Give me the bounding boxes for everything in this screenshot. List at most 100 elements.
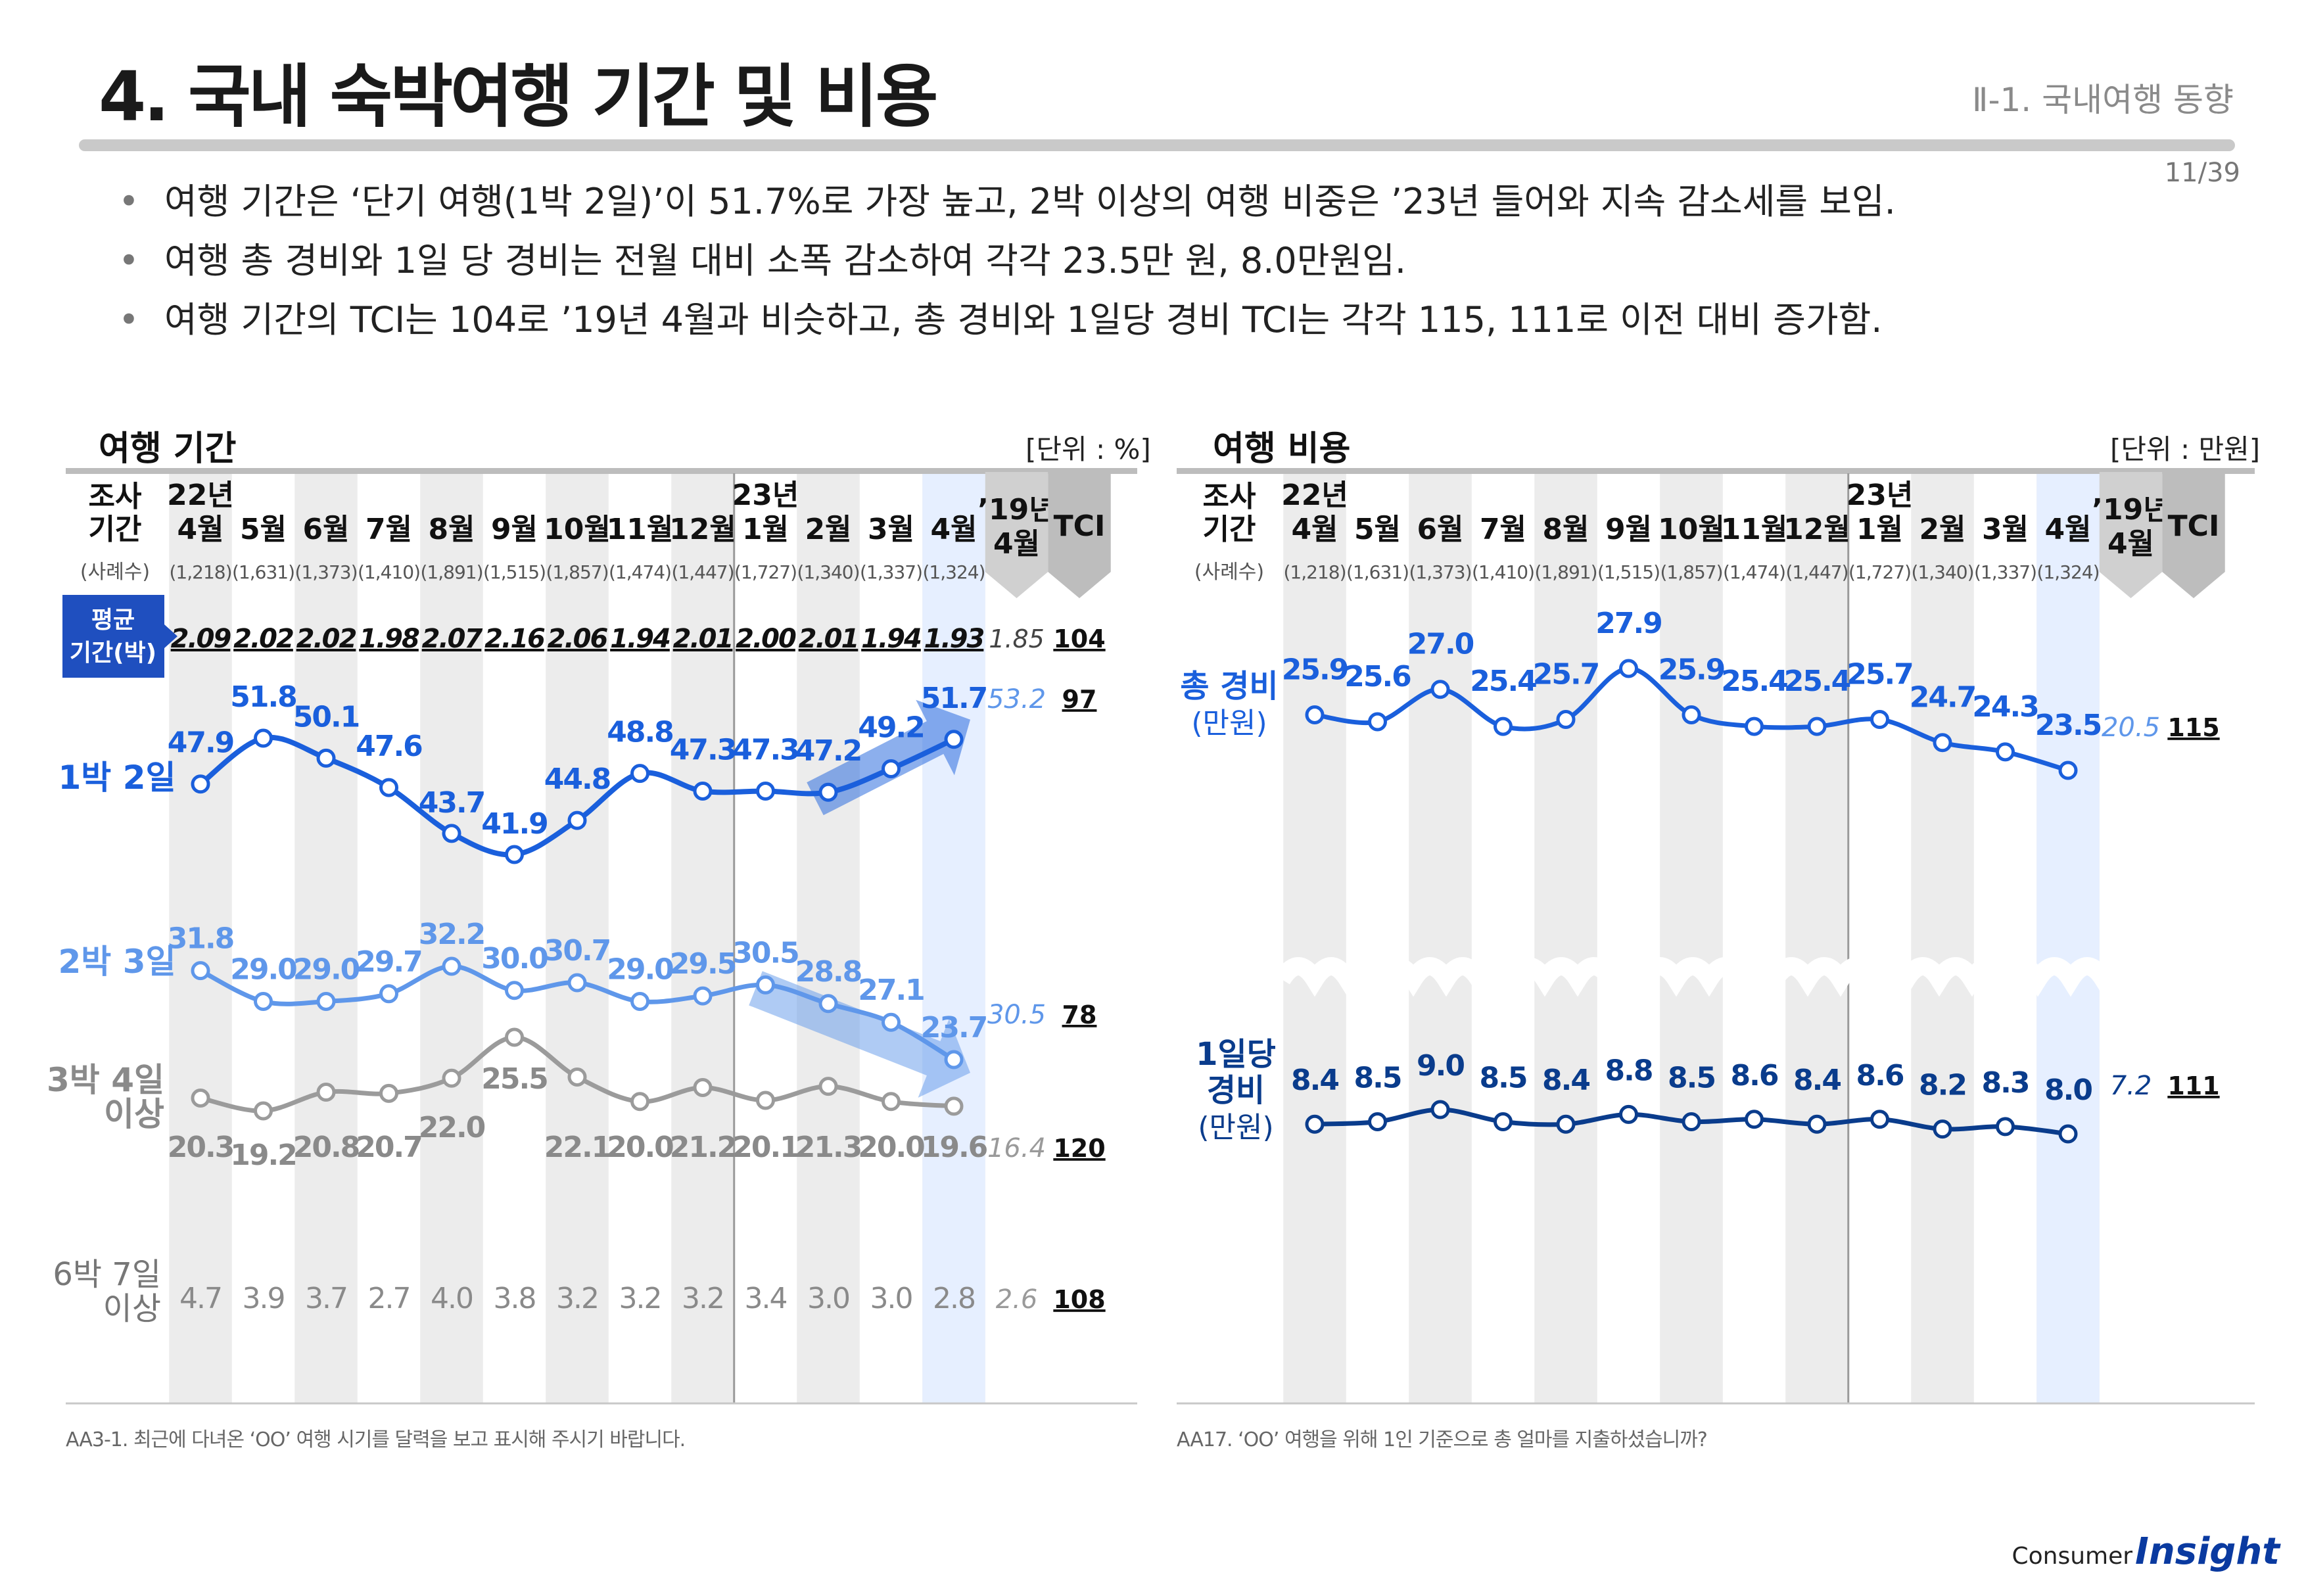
right-sample-size: (1,474): [1723, 561, 1785, 583]
s3bak-point: [944, 1096, 964, 1116]
right-month-label: 9월: [1605, 513, 1652, 546]
s3bak-series-label: 3박 4일: [47, 1061, 164, 1099]
s1bak-value-label: 47.3: [670, 733, 736, 766]
daily-cost-point: [1807, 1114, 1827, 1134]
right-month-label: 11월: [1721, 513, 1788, 546]
total-cost-value-label: 25.9: [1282, 653, 1348, 686]
right-sample-size: (1,218): [1283, 561, 1346, 583]
left-sample-size: (1,340): [797, 561, 859, 583]
left-sample-size: (1,410): [358, 561, 420, 583]
s2bak-value-label: 30.0: [481, 942, 548, 975]
bullet-item: 여행 총 경비와 1일 당 경비는 전월 대비 소폭 감소하여 각각 23.5만…: [118, 231, 1896, 291]
right-sample-size: (1,373): [1409, 561, 1471, 583]
total-cost-point: [1619, 659, 1638, 678]
right-compare-header: 4월: [2107, 527, 2154, 561]
avg-value: 2.02: [296, 624, 356, 654]
summary-bullets: 여행 기간은 ‘단기 여행(1박 2일)’이 51.7%로 가장 높고, 2박 …: [118, 172, 1896, 350]
daily-cost-value-label: 8.0: [2044, 1073, 2092, 1107]
total-cost-series-label: 총 경비: [1180, 668, 1278, 705]
avg-label-pointer: [164, 624, 177, 648]
daily-cost-series-label: 1일당: [1196, 1036, 1276, 1073]
avg-value: 2.02: [233, 624, 293, 654]
s1bak-point: [567, 810, 587, 830]
avg-value: 1.94: [861, 624, 921, 654]
total-cost-point: [1556, 710, 1576, 729]
avg-value: 2.01: [799, 624, 859, 654]
daily-cost-value-label: 8.3: [1982, 1066, 2029, 1100]
daily-cost-series-label: (만원): [1198, 1111, 1273, 1144]
avg-value: 1.98: [359, 624, 419, 654]
avg-compare-value: 1.85: [989, 624, 1045, 653]
s3bak-point: [442, 1068, 461, 1088]
right-sample-size: (1,324): [2036, 561, 2099, 583]
right-month-label: 12월: [1783, 513, 1850, 546]
left-column-stripe: [797, 473, 860, 1403]
left-sample-size: (1,891): [420, 561, 482, 583]
right-sample-size: (1,447): [1785, 561, 1848, 583]
s2bak-value-label: 29.0: [293, 952, 360, 986]
s1bak-point: [505, 845, 524, 864]
total-cost-point: [2058, 761, 2078, 780]
daily-cost-point: [1996, 1117, 2015, 1137]
title-divider: [79, 139, 2235, 151]
left-column-stripe: [294, 473, 358, 1403]
left-header-rule: [66, 468, 1137, 474]
s1bak-point: [379, 778, 398, 797]
left-sample-size: (1,727): [734, 561, 797, 583]
daily-cost-value-label: 8.4: [1542, 1064, 1589, 1097]
s6bak-value: 3.4: [745, 1282, 787, 1315]
left-month-label: 5월: [240, 513, 287, 546]
right-month-label: 4월: [1291, 513, 1338, 546]
s1bak-point: [693, 781, 713, 801]
bullet-item: 여행 기간은 ‘단기 여행(1박 2일)’이 51.7%로 가장 높고, 2박 …: [118, 172, 1896, 231]
s2bak-tci: 78: [1062, 1000, 1097, 1029]
s6bak-value: 3.8: [494, 1282, 536, 1315]
right-month-label: 5월: [1354, 513, 1401, 546]
s1bak-tci: 97: [1062, 685, 1097, 714]
avg-value: 2.07: [422, 624, 483, 654]
s3bak-value-label: 25.5: [481, 1062, 548, 1096]
s6bak-value: 3.9: [243, 1282, 285, 1315]
right-chart-title: 여행 비용: [1213, 429, 1351, 469]
total-cost-value-label: 25.4: [1721, 665, 1787, 698]
page-number: 11/39: [2164, 158, 2240, 188]
daily-cost-point: [1682, 1112, 1701, 1131]
daily-cost-value-label: 8.5: [1668, 1062, 1715, 1095]
s3bak-point: [316, 1083, 336, 1102]
s3bak-value-label: 22.1: [544, 1131, 611, 1164]
right-sample-size: (1,631): [1346, 561, 1409, 583]
s1bak-point: [818, 782, 838, 802]
right-sample-size: (1,337): [1974, 561, 2036, 583]
avg-value: 2.09: [171, 624, 231, 654]
left-compare-header: 4월: [993, 527, 1040, 561]
daily-cost-value-label: 9.0: [1417, 1049, 1464, 1083]
s6bak-compare: 2.6: [996, 1284, 1038, 1315]
total-cost-point: [1996, 742, 2015, 762]
total-cost-point: [1682, 705, 1701, 724]
left-column-stripe: [546, 473, 609, 1403]
s1bak-value-label: 43.7: [419, 786, 485, 820]
s3bak-point: [567, 1067, 587, 1087]
avg-value: 2.01: [673, 624, 733, 654]
company-logo: ConsumerInsight: [2012, 1530, 2280, 1573]
total-cost-value-label: 25.6: [1344, 660, 1411, 693]
s6bak-value: 2.7: [368, 1282, 410, 1315]
s3bak-value-label: 19.6: [921, 1131, 987, 1164]
right-column-stripe: [1534, 473, 1597, 1403]
s1bak-value-label: 51.7: [921, 682, 987, 715]
section-label: Ⅱ-1. 국내여행 동향: [1971, 81, 2234, 119]
total-cost-value-label: 25.7: [1847, 658, 1913, 692]
s1bak-point: [442, 824, 461, 843]
s2bak-series-label: 2박 3일: [59, 943, 176, 981]
total-cost-value-label: 27.9: [1595, 607, 1662, 640]
s1bak-compare: 53.2: [987, 684, 1046, 715]
avg-value: 2.00: [736, 624, 796, 654]
s1bak-value-label: 47.2: [795, 734, 862, 768]
s2bak-point: [379, 984, 398, 1004]
avg-value: 1.94: [610, 624, 670, 654]
daily-cost-value-label: 8.4: [1291, 1064, 1338, 1097]
left-tci-header: TCI: [1054, 509, 1106, 543]
left-header-label: 조사: [89, 480, 142, 513]
daily-cost-compare: 7.2: [2110, 1071, 2152, 1101]
